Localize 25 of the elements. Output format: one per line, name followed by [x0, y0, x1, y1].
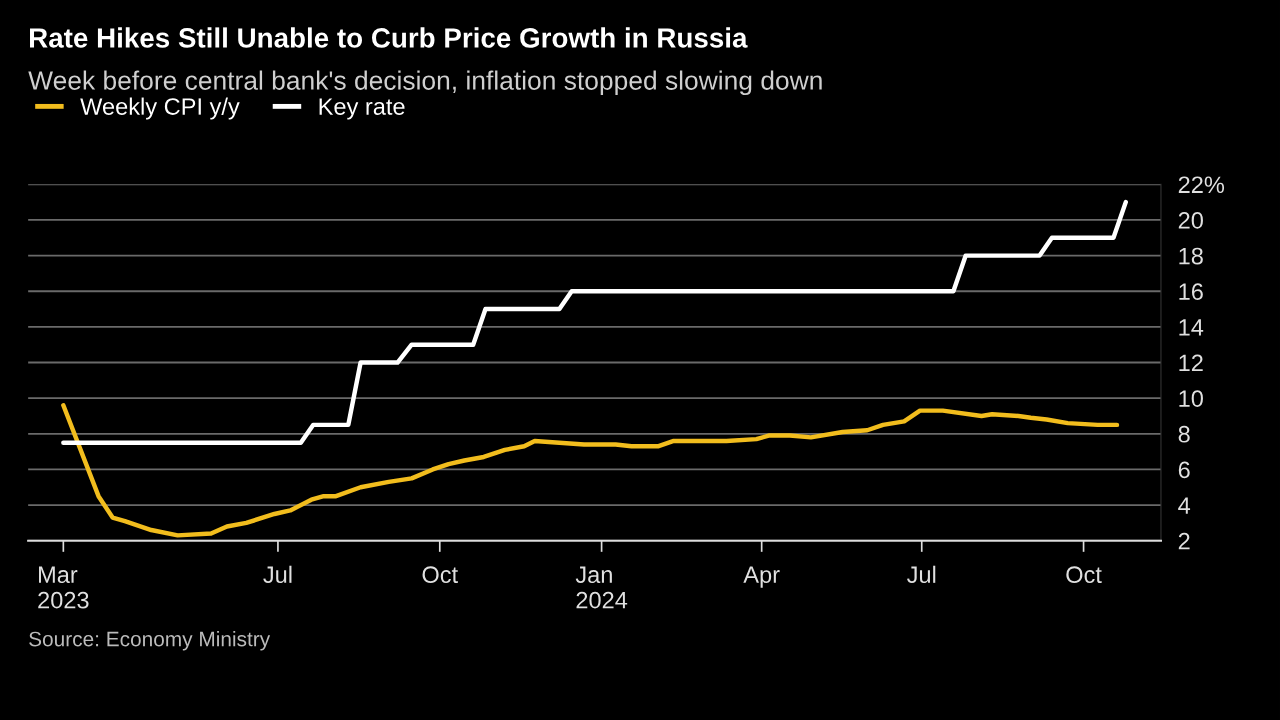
y-tick-label: 10 [1179, 390, 1203, 407]
y-tick-label: 4 [1178, 497, 1191, 514]
y-tick-label: 22% [1178, 176, 1225, 194]
y-tick-label: 18 [1179, 247, 1203, 265]
y-tick-label: 2 [1178, 532, 1190, 550]
x-tick-label: Jan 2024 [575, 566, 628, 609]
x-tick-label: Oct [1066, 566, 1102, 584]
y-tick-label: 8 [1178, 425, 1190, 443]
y-tick-label: 14 [1179, 319, 1204, 336]
y-tick-label: 16 [1179, 283, 1203, 301]
chart-subtitle: Week before central bank's decision, inflation stopped slowing down [28, 70, 822, 96]
line-series [61, 403, 1120, 538]
legend-label: Weekly CPI y/y [80, 97, 240, 120]
legend-label: Key rate [319, 98, 405, 120]
source-note: Source: Economy Ministry [29, 631, 271, 651]
x-tick-label: Jul [907, 565, 936, 584]
y-tick-label: 20 [1178, 212, 1203, 229]
y-tick-label: 12 [1179, 354, 1203, 372]
x-tick-label: Oct [422, 566, 458, 584]
x-tick-label: Jul [263, 565, 292, 584]
x-tick-label: Mar 2023 [38, 566, 89, 609]
y-tick-label: 6 [1178, 461, 1190, 479]
line-series [61, 199, 1128, 445]
chart-title: Rate Hikes Still Unable to Curb Price Growth in Russia [30, 27, 748, 48]
x-tick-label: Apr [743, 566, 780, 588]
